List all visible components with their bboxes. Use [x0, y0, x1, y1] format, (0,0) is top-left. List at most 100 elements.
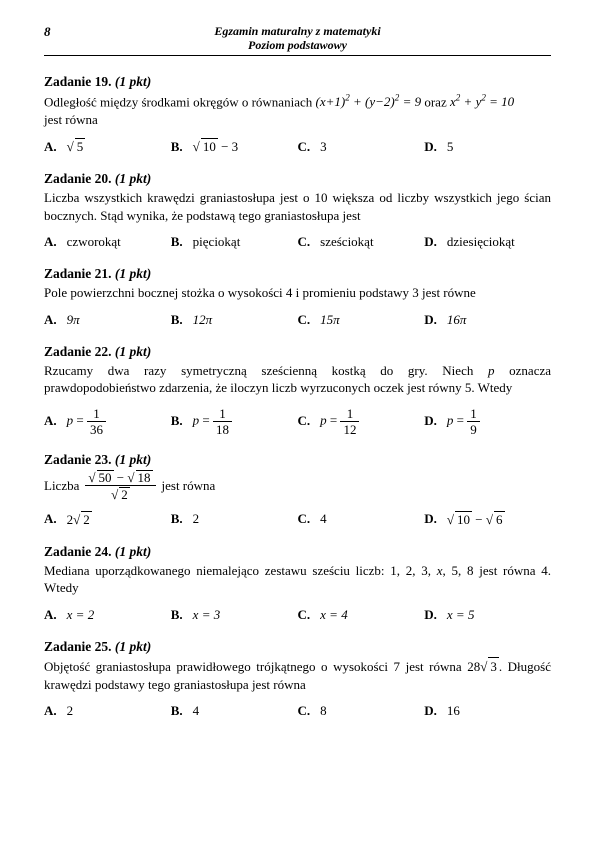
- label-b: B.: [171, 413, 183, 429]
- task-23-title: Zadanie 23. (1 pkt): [44, 452, 551, 468]
- task-21-ans-d: D. 16π: [424, 312, 551, 328]
- task-20-prefix: Zadanie 20.: [44, 171, 112, 186]
- task-20-points: (1 pkt): [115, 171, 151, 186]
- task-20-ans-a: A.czworokąt: [44, 234, 171, 250]
- task-19-ans-b: B. 10 − 3: [171, 138, 298, 155]
- task-21-prefix: Zadanie 21.: [44, 266, 112, 281]
- label-c: C.: [298, 413, 311, 429]
- task-25-ans-b-val: 4: [193, 703, 200, 719]
- task-19-ans-b-val: 10 − 3: [193, 138, 238, 155]
- task-22-ans-c: C. p = 112: [298, 407, 425, 436]
- task-19-expr1: (x+1)2 + (y−2)2 = 9: [315, 94, 421, 109]
- task-25-body: Objętość graniastosłupa prawidłowego tró…: [44, 657, 551, 693]
- task-23-ans-b-val: 2: [193, 511, 200, 527]
- task-19-answers: A. 5 B. 10 − 3 C. 3 D. 5: [44, 138, 551, 155]
- task-23-fraction: 50 − 18 2: [85, 470, 155, 501]
- task-19-text-post: jest równa: [44, 112, 98, 127]
- task-22-ans-c-val: p = 112: [320, 407, 359, 436]
- task-24-prefix: Zadanie 24.: [44, 544, 112, 559]
- task-20-ans-b: B.pięciokąt: [171, 234, 298, 250]
- task-25-title: Zadanie 25. (1 pkt): [44, 639, 551, 655]
- task-19-expr2: x2 + y2 = 10: [450, 94, 514, 109]
- task-20-ans-d: D.dziesięciokąt: [424, 234, 551, 250]
- task-23-ans-c-val: 4: [320, 511, 327, 527]
- task-21-ans-c-val: 15π: [320, 312, 340, 328]
- task-19-ans-d: D. 5: [424, 138, 551, 155]
- task-25-expr: 283: [467, 659, 499, 674]
- task-24-ans-a-val: x = 2: [67, 607, 95, 623]
- task-20-ans-c: C.sześciokąt: [298, 234, 425, 250]
- task-22-ans-b: B.p = 118: [171, 407, 298, 436]
- task-19-points: (1 pkt): [115, 74, 151, 89]
- task-23-prefix: Zadanie 23.: [44, 452, 112, 467]
- task-23-points: (1 pkt): [115, 452, 151, 467]
- task-23-body: Liczba 50 − 18 2 jest równa: [44, 470, 551, 501]
- task-21-body: Pole powierzchni bocznej stożka o wysoko…: [44, 284, 551, 302]
- task-24-title: Zadanie 24. (1 pkt): [44, 544, 551, 560]
- task-24-ans-d-val: x = 5: [447, 607, 475, 623]
- task-24-ans-d: D. x = 5: [424, 607, 551, 623]
- task-24-points: (1 pkt): [115, 544, 151, 559]
- task-24-ans-b-val: x = 3: [193, 607, 221, 623]
- task-25-ans-a: A.2: [44, 703, 171, 719]
- label-c: C.: [298, 312, 311, 328]
- task-20-answers: A.czworokąt B.pięciokąt C.sześciokąt D.d…: [44, 234, 551, 250]
- task-22-points: (1 pkt): [115, 344, 151, 359]
- label-d: D.: [424, 312, 437, 328]
- header-line-2: Poziom podstawowy: [74, 38, 521, 52]
- label-b: B.: [171, 139, 183, 155]
- task-24-list: 1, 2, 3, x, 5, 8: [390, 563, 479, 578]
- task-23-answers: A.22 B.2 C.4 D.10 − 6: [44, 511, 551, 528]
- task-19-text-pre: Odległość między środkami okręgów o równ…: [44, 94, 312, 109]
- task-19-ans-a: A. 5: [44, 138, 171, 155]
- task-22-ans-a: A.p = 136: [44, 407, 171, 436]
- task-20-body: Liczba wszystkich krawędzi graniastosłup…: [44, 189, 551, 224]
- task-20-title: Zadanie 20. (1 pkt): [44, 171, 551, 187]
- task-22-var: p: [488, 363, 495, 378]
- task-19-prefix: Zadanie 19.: [44, 74, 112, 89]
- task-25-ans-c-val: 8: [320, 703, 327, 719]
- label-a: A.: [44, 139, 57, 155]
- label-a: A.: [44, 607, 57, 623]
- task-21-ans-a-val: 9π: [67, 312, 80, 328]
- task-25-ans-d: D.16: [424, 703, 551, 719]
- task-20-ans-d-val: dziesięciokąt: [447, 234, 515, 250]
- task-21-points: (1 pkt): [115, 266, 151, 281]
- task-24: Zadanie 24. (1 pkt) Mediana uporządkowan…: [44, 544, 551, 623]
- page-header: 8 Egzamin maturalny z matematyki Poziom …: [44, 24, 551, 56]
- label-d: D.: [424, 413, 437, 429]
- task-23: Zadanie 23. (1 pkt) Liczba 50 − 18 2 jes…: [44, 452, 551, 528]
- task-21: Zadanie 21. (1 pkt) Pole powierzchni boc…: [44, 266, 551, 328]
- task-21-ans-b: B. 12π: [171, 312, 298, 328]
- task-22-ans-d-val: p = 19: [447, 407, 480, 436]
- task-23-ans-a-val: 22: [67, 511, 92, 528]
- task-22: Zadanie 22. (1 pkt) Rzucamy dwa razy sym…: [44, 344, 551, 436]
- task-24-ans-c: C.x = 4: [298, 607, 425, 623]
- task-25-prefix: Zadanie 25.: [44, 639, 112, 654]
- label-b: B.: [171, 234, 183, 250]
- page-number: 8: [44, 24, 74, 53]
- task-23-text-pre: Liczba: [44, 477, 79, 495]
- task-20: Zadanie 20. (1 pkt) Liczba wszystkich kr…: [44, 171, 551, 250]
- task-19-ans-a-val: 5: [67, 138, 86, 155]
- task-25-points: (1 pkt): [115, 639, 151, 654]
- label-b: B.: [171, 312, 183, 328]
- label-c: C.: [298, 511, 311, 527]
- task-21-answers: A.9π B.12π C.15π D.16π: [44, 312, 551, 328]
- task-19-ans-d-val: 5: [447, 139, 454, 155]
- task-25-text-pre: Objętość graniastosłupa prawidłowego tró…: [44, 659, 462, 674]
- task-25-ans-a-val: 2: [67, 703, 74, 719]
- task-24-ans-c-val: x = 4: [320, 607, 348, 623]
- task-24-answers: A.x = 2 B.x = 3 C.x = 4 D.x = 5: [44, 607, 551, 623]
- task-25: Zadanie 25. (1 pkt) Objętość graniastosł…: [44, 639, 551, 719]
- task-25-ans-b: B.4: [171, 703, 298, 719]
- task-21-ans-b-val: 12π: [193, 312, 213, 328]
- task-22-ans-a-val: p = 136: [67, 407, 106, 436]
- label-d: D.: [424, 607, 437, 623]
- label-a: A.: [44, 511, 57, 527]
- task-24-ans-a: A. x = 2: [44, 607, 171, 623]
- task-24-body: Mediana uporządkowanego niemalejąco zest…: [44, 562, 551, 597]
- label-d: D.: [424, 139, 437, 155]
- task-21-ans-d-val: 16π: [447, 312, 467, 328]
- task-23-ans-d: D.10 − 6: [424, 511, 551, 528]
